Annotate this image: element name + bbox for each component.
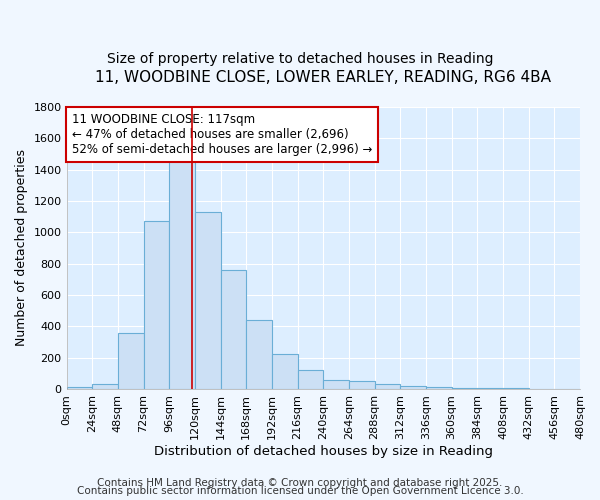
Bar — [143, 222, 169, 389]
Bar — [169, 158, 195, 389]
Bar — [349, 381, 374, 389]
Y-axis label: Number of detached properties: Number of detached properties — [15, 150, 28, 346]
Bar — [195, 212, 221, 389]
X-axis label: Distribution of detached houses by size in Reading: Distribution of detached houses by size … — [154, 444, 493, 458]
Text: 11 WOODBINE CLOSE: 117sqm
← 47% of detached houses are smaller (2,696)
52% of se: 11 WOODBINE CLOSE: 117sqm ← 47% of detac… — [71, 112, 372, 156]
Bar — [400, 386, 426, 389]
Bar — [92, 384, 118, 389]
Title: 11, WOODBINE CLOSE, LOWER EARLEY, READING, RG6 4BA: 11, WOODBINE CLOSE, LOWER EARLEY, READIN… — [95, 70, 551, 85]
Text: Size of property relative to detached houses in Reading: Size of property relative to detached ho… — [107, 52, 493, 66]
Bar — [272, 354, 298, 389]
Bar — [323, 380, 349, 389]
Bar — [221, 270, 246, 389]
Bar — [426, 386, 452, 389]
Bar — [246, 320, 272, 389]
Bar — [452, 388, 478, 389]
Bar — [118, 332, 143, 389]
Bar — [67, 388, 92, 389]
Text: Contains public sector information licensed under the Open Government Licence 3.: Contains public sector information licen… — [77, 486, 523, 496]
Bar — [478, 388, 503, 389]
Bar — [374, 384, 400, 389]
Text: Contains HM Land Registry data © Crown copyright and database right 2025.: Contains HM Land Registry data © Crown c… — [97, 478, 503, 488]
Bar — [298, 370, 323, 389]
